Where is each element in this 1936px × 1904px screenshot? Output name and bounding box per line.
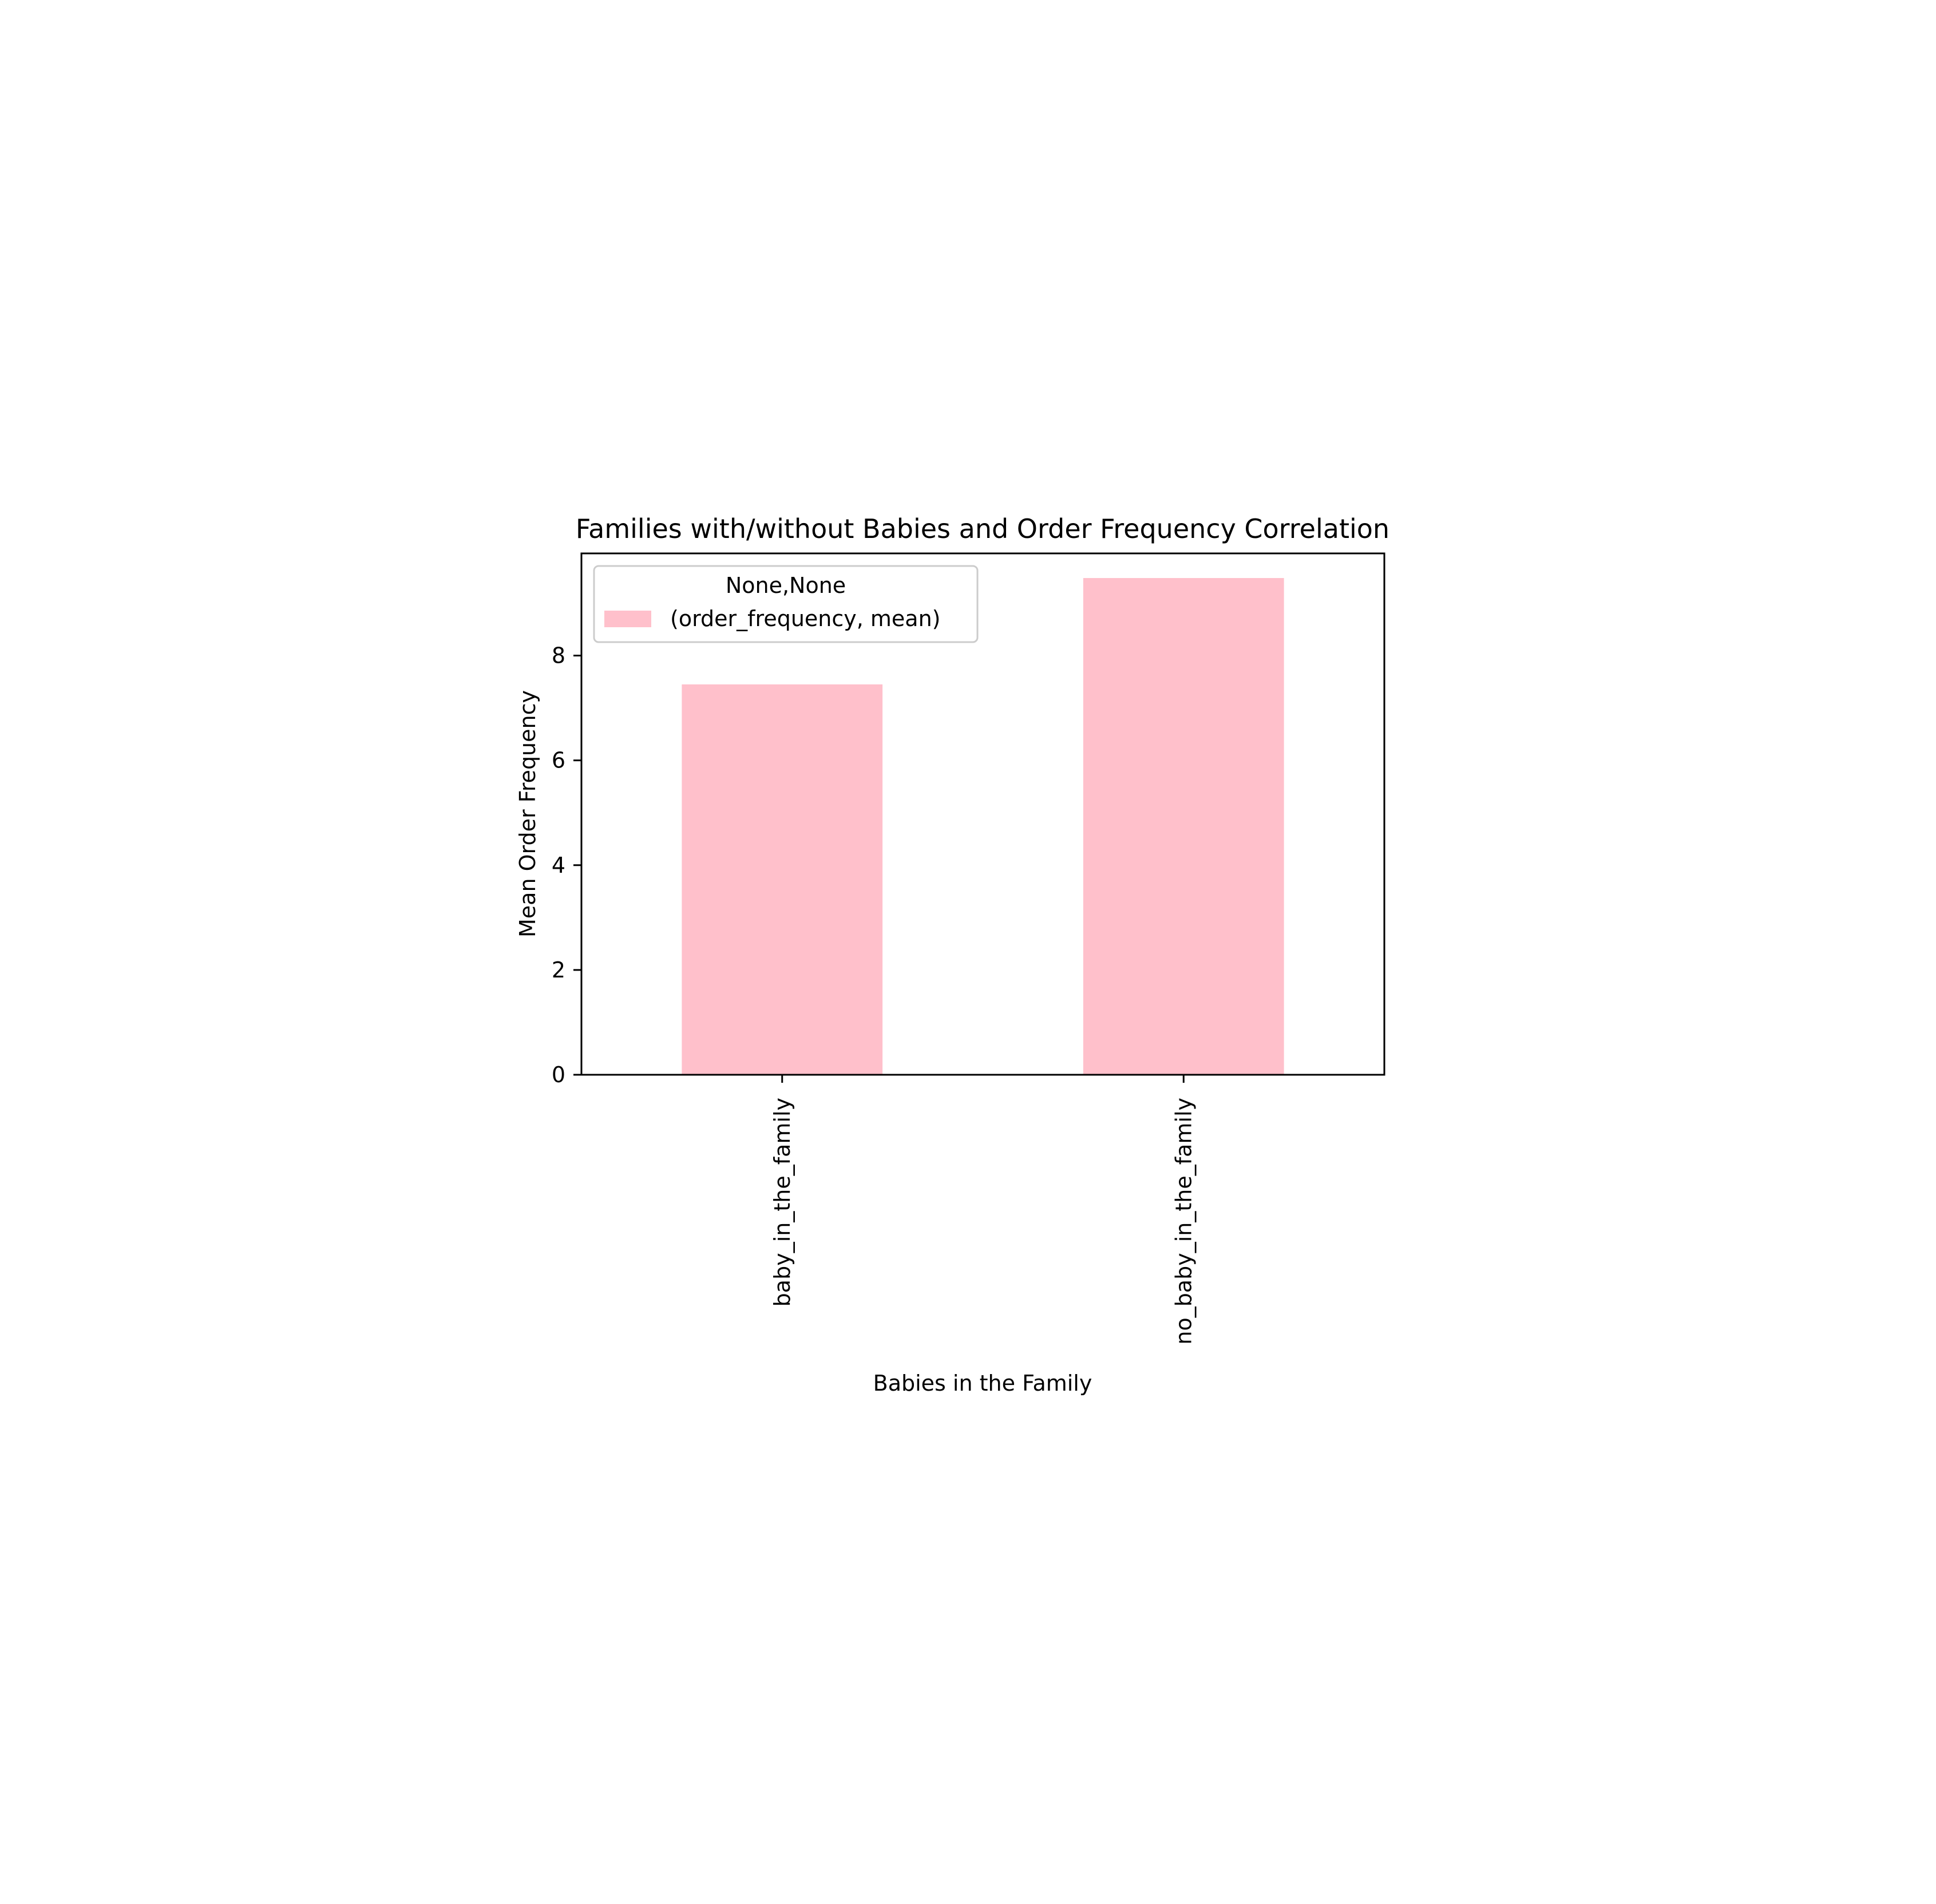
y-tick-label: 4	[552, 853, 565, 878]
x-ticks-group: baby_in_the_family no_baby_in_the_family	[770, 1075, 1196, 1345]
bars-group	[682, 578, 1284, 1075]
y-tick-label: 2	[552, 957, 565, 983]
legend-swatch	[604, 611, 651, 627]
x-tick-label: baby_in_the_family	[770, 1098, 795, 1307]
legend: None,None (order_frequency, mean)	[593, 565, 979, 643]
legend-entry-label: (order_frequency, mean)	[670, 606, 941, 631]
x-axis-label: Babies in the Family	[873, 1371, 1092, 1396]
y-tick-label: 8	[552, 643, 565, 668]
y-tick-label: 6	[552, 748, 565, 773]
chart-title: Families with/without Babies and Order F…	[576, 513, 1389, 544]
plot-frame	[580, 552, 1385, 1076]
x-tick-label: no_baby_in_the_family	[1171, 1098, 1196, 1345]
y-axis-label: Mean Order Frequency	[515, 690, 540, 937]
y-ticks-group: 0 2 4 6 8	[552, 643, 581, 1087]
bar-baby_in_the_family	[682, 684, 883, 1075]
y-tick-label: 0	[552, 1062, 565, 1087]
legend-title: None,None	[726, 573, 846, 598]
bar-no_baby_in_the_family	[1083, 578, 1284, 1075]
legend-box	[593, 565, 979, 643]
